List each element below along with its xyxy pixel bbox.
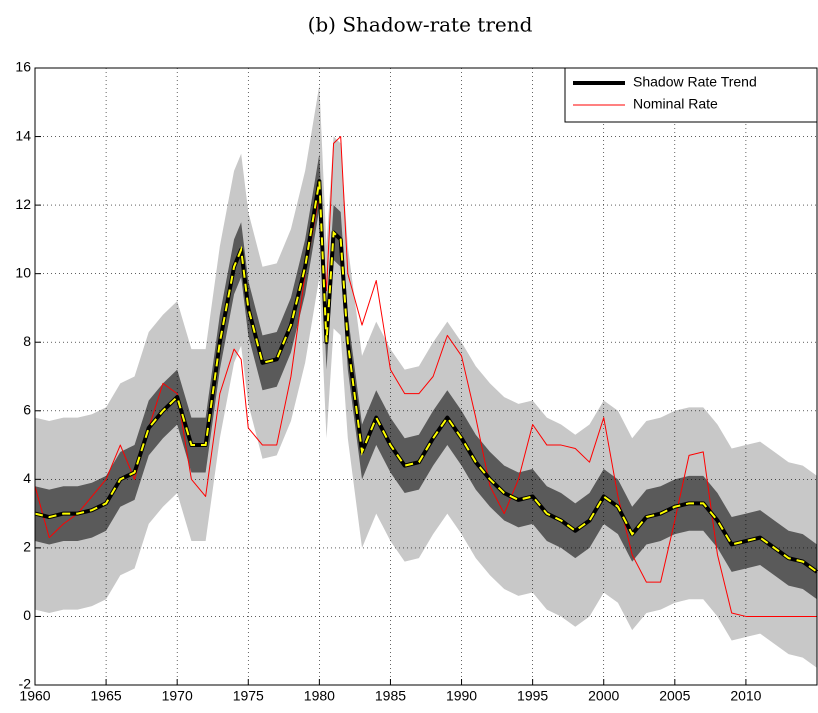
chart-title: (b) Shadow-rate trend [308, 13, 533, 37]
plot-frame [34, 67, 818, 686]
x-tick-label: 1975 [233, 688, 264, 704]
line-overlay [34, 180, 818, 573]
x-tick-label: 1965 [91, 688, 122, 704]
y-tick-label: 14 [15, 127, 31, 143]
legend-label: Nominal Rate [633, 96, 718, 112]
y-tick-label: 4 [23, 470, 31, 486]
x-tick-label: 1990 [446, 688, 477, 704]
x-tick-label: 2010 [730, 688, 761, 704]
y-tick-label: 6 [23, 401, 31, 417]
y-tick-label: 2 [23, 539, 31, 555]
x-tick-label: 2005 [659, 688, 690, 704]
confidence-band [35, 85, 817, 668]
line [34, 136, 817, 617]
y-tick-label: 12 [15, 196, 31, 212]
x-tick-label: 2000 [588, 688, 619, 704]
x-tick-label: 1960 [19, 688, 50, 704]
legend-box [564, 67, 818, 123]
y-tick-label: 0 [23, 607, 31, 623]
legend-label: Shadow Rate Trend [633, 74, 757, 90]
x-tick-label: 1985 [375, 688, 406, 704]
x-tick-label: 1970 [162, 688, 193, 704]
x-tick-label: 1995 [517, 688, 548, 704]
confidence-band [35, 153, 817, 600]
y-tick-label: 16 [15, 59, 31, 75]
x-tick-label: 1980 [304, 688, 335, 704]
y-tick-label: 8 [23, 333, 31, 349]
y-tick-label: 10 [15, 264, 31, 280]
y-tick-label: -2 [19, 676, 32, 692]
